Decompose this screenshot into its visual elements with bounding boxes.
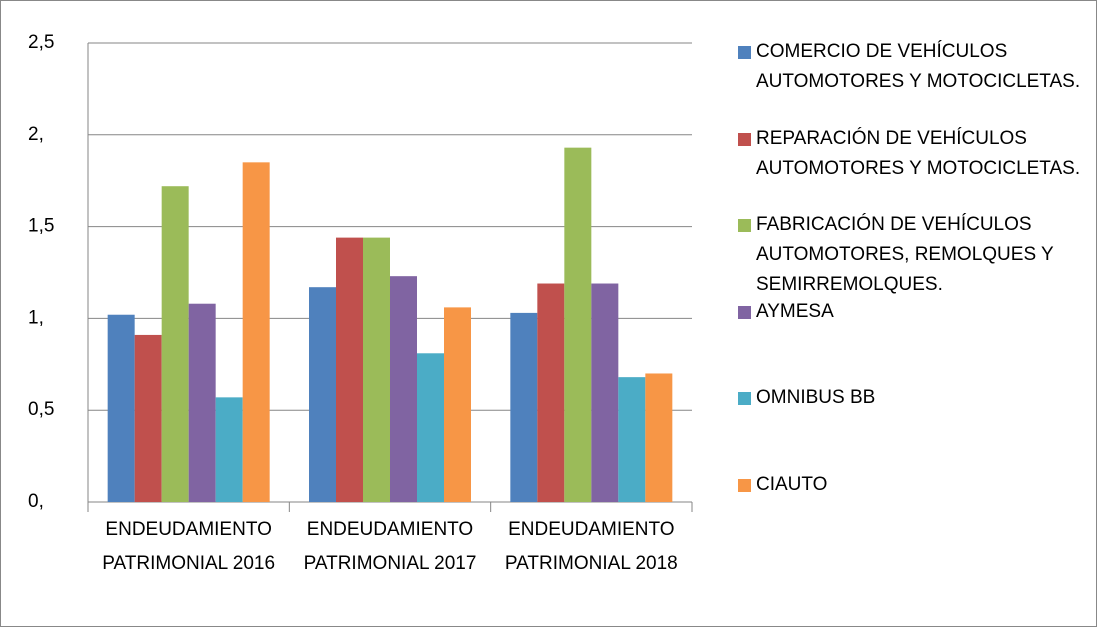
bar — [390, 276, 417, 502]
legend-label: COMERCIO DE VEHÍCULOS AUTOMOTORES Y MOTO… — [756, 41, 1081, 92]
legend-swatch — [738, 132, 751, 146]
bar — [134, 334, 162, 502]
y-tick-label: 2, — [28, 124, 44, 145]
bar — [309, 287, 336, 502]
bar — [161, 186, 189, 502]
bar — [444, 307, 471, 502]
bar — [645, 373, 673, 502]
legend-swatch — [738, 478, 751, 492]
y-tick-label: 1,5 — [28, 216, 54, 237]
bar — [537, 283, 565, 502]
legend-label: AYMESA — [756, 300, 834, 322]
legend-swatch — [738, 305, 751, 319]
y-tick-label: 0, — [28, 491, 44, 512]
y-tick-label: 2,5 — [28, 32, 54, 53]
bar — [336, 237, 363, 502]
legend-label: CIAUTO — [756, 473, 828, 495]
legend-label: OMNIBUS BB — [756, 387, 876, 408]
bar — [417, 353, 444, 502]
legend-swatch — [738, 46, 751, 59]
bar — [188, 303, 216, 502]
bar — [363, 237, 390, 502]
x-tick-label: ENDEUDAMIENTO PATRIMONIAL 2017 — [303, 519, 477, 574]
bar — [564, 147, 592, 503]
bar — [618, 377, 646, 502]
y-tick-label: 1, — [28, 307, 44, 328]
legend-swatch — [738, 219, 751, 232]
legend-label: REPARACIÓN DE VEHÍCULOS AUTOMOTORES Y MO… — [756, 127, 1081, 179]
x-tick-label: ENDEUDAMIENTO PATRIMONIAL 2018 — [504, 519, 678, 574]
y-tick-label: 0,5 — [28, 399, 54, 420]
bar — [107, 314, 135, 502]
bar — [591, 283, 619, 502]
bar — [510, 312, 538, 502]
legend-swatch — [738, 392, 751, 405]
bar — [242, 162, 270, 502]
x-tick-label: ENDEUDAMIENTO PATRIMONIAL 2016 — [102, 519, 276, 574]
legend-label: FABRICACIÓN DE VEHÍCULOS AUTOMOTORES, RE… — [756, 214, 1054, 295]
bar — [215, 397, 243, 502]
